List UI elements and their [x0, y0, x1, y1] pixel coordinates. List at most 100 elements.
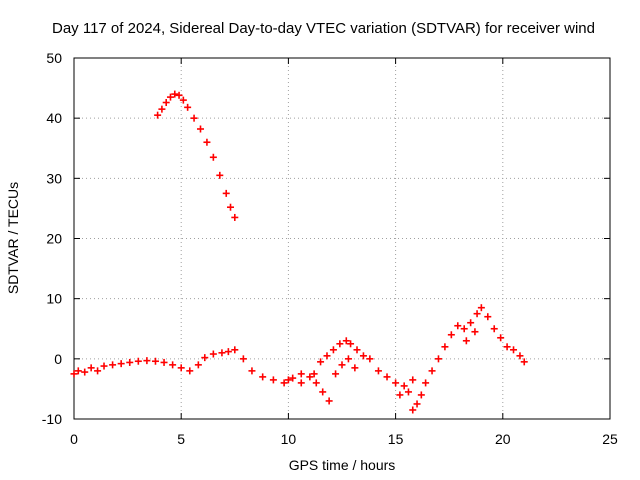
- data-point: [126, 358, 134, 366]
- data-point: [428, 367, 436, 375]
- data-point: [342, 337, 350, 345]
- data-point: [310, 370, 318, 378]
- data-point: [490, 325, 498, 333]
- data-point: [409, 406, 417, 414]
- data-point: [231, 346, 239, 354]
- data-point: [400, 382, 408, 390]
- data-point: [289, 374, 297, 382]
- data-point: [171, 90, 179, 98]
- data-point: [338, 361, 346, 369]
- data-point: [447, 331, 455, 339]
- data-point: [203, 138, 211, 146]
- data-point: [151, 357, 159, 365]
- data-point: [166, 93, 174, 101]
- data-point: [117, 360, 125, 368]
- data-point: [269, 376, 277, 384]
- data-point: [359, 352, 367, 360]
- grid: [74, 58, 610, 419]
- data-point: [222, 189, 230, 197]
- data-point: [510, 346, 518, 354]
- data-point: [520, 358, 528, 366]
- data-point: [409, 376, 417, 384]
- data-point: [317, 358, 325, 366]
- data-point: [134, 357, 142, 365]
- y-tick-label: 0: [54, 351, 62, 367]
- data-point: [454, 322, 462, 330]
- data-point: [404, 388, 412, 396]
- data-point: [297, 370, 305, 378]
- data-point: [336, 340, 344, 348]
- data-point: [417, 391, 425, 399]
- data-point: [160, 358, 168, 366]
- data-point: [353, 346, 361, 354]
- data-point: [194, 361, 202, 369]
- data-point: [209, 350, 217, 358]
- data-point: [218, 349, 226, 357]
- data-point: [374, 367, 382, 375]
- y-axis-label: SDTVAR / TECUs: [5, 182, 21, 294]
- y-tick-label: 40: [46, 110, 62, 126]
- data-point: [503, 343, 511, 351]
- data-point: [227, 203, 235, 211]
- data-point: [216, 171, 224, 179]
- data-point: [422, 379, 430, 387]
- y-tick-label: -10: [42, 411, 62, 427]
- data-point: [109, 361, 117, 369]
- data-point: [460, 325, 468, 333]
- data-point: [351, 364, 359, 372]
- x-tick-label: 0: [70, 431, 78, 447]
- data-point: [224, 348, 232, 356]
- data-point: [392, 379, 400, 387]
- data-point: [162, 99, 170, 107]
- data-point: [87, 364, 95, 372]
- data-point: [177, 364, 185, 372]
- data-point: [441, 343, 449, 351]
- x-tick-label: 10: [281, 431, 297, 447]
- data-point: [477, 304, 485, 312]
- axis-ticks: 0 5 10 15 20 25 -10 0 10 20 30 40 50: [42, 50, 618, 447]
- data-point: [332, 370, 340, 378]
- data-point: [473, 310, 481, 318]
- data-points: [70, 90, 528, 414]
- data-point: [516, 352, 524, 360]
- data-point: [284, 376, 292, 384]
- x-tick-label: 15: [388, 431, 404, 447]
- data-point: [471, 328, 479, 336]
- data-point: [306, 373, 314, 381]
- data-point: [396, 391, 404, 399]
- y-tick-label: 50: [46, 50, 62, 66]
- data-point: [462, 337, 470, 345]
- data-point: [319, 388, 327, 396]
- data-point: [169, 361, 177, 369]
- data-point: [154, 111, 162, 119]
- data-point: [347, 340, 355, 348]
- x-tick-label: 25: [602, 431, 618, 447]
- data-point: [196, 125, 204, 133]
- data-point: [81, 368, 89, 376]
- data-point: [70, 370, 78, 378]
- data-point: [186, 367, 194, 375]
- data-point: [312, 379, 320, 387]
- data-point: [175, 91, 183, 99]
- data-point: [231, 213, 239, 221]
- data-point: [94, 367, 102, 375]
- data-point: [329, 346, 337, 354]
- chart-title: Day 117 of 2024, Sidereal Day-to-day VTE…: [52, 20, 595, 37]
- data-point: [201, 354, 209, 362]
- data-point: [434, 355, 442, 363]
- x-tick-label: 20: [495, 431, 511, 447]
- y-tick-label: 30: [46, 170, 62, 186]
- data-point: [344, 355, 352, 363]
- x-axis-label: GPS time / hours: [289, 457, 396, 473]
- data-point: [467, 319, 475, 327]
- data-point: [413, 400, 421, 408]
- data-point: [158, 105, 166, 113]
- data-point: [239, 355, 247, 363]
- data-point: [366, 355, 374, 363]
- data-point: [259, 373, 267, 381]
- data-point: [383, 373, 391, 381]
- data-point: [323, 352, 331, 360]
- data-point: [179, 96, 187, 104]
- y-tick-label: 20: [46, 231, 62, 247]
